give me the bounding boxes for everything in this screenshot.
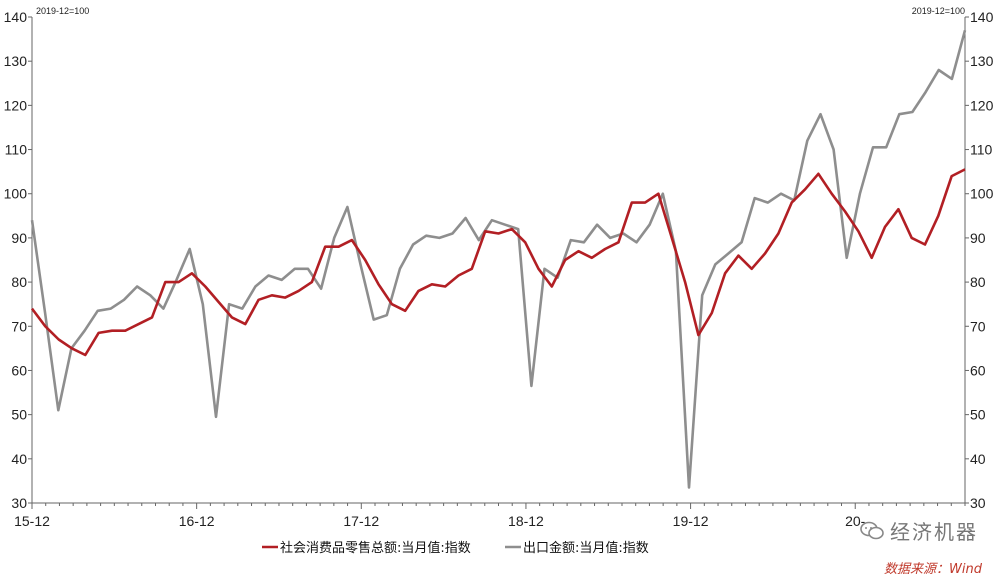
right-axis-note: 2019-12=100 (912, 6, 965, 16)
legend-label-export: 出口金额:当月值:指数 (523, 540, 649, 556)
y-tick-label-left: 90 (11, 230, 27, 246)
y-tick-label-left: 70 (11, 318, 27, 334)
y-tick-label-left: 120 (4, 97, 28, 113)
right-y-axis: 30 40 50 60 70 80 90 100 110 120 130 140 (965, 9, 994, 511)
y-tick-label-right: 30 (970, 495, 986, 511)
y-tick-label-right: 120 (970, 97, 994, 113)
x-tick-label: 17-12 (343, 513, 379, 529)
legend: 社会消费品零售总额:当月值:指数 出口金额:当月值:指数 (262, 540, 649, 556)
y-tick-label-right: 50 (970, 407, 986, 423)
axes (31, 17, 966, 504)
wechat-icon (860, 521, 884, 539)
y-tick-label-left: 110 (5, 142, 28, 158)
x-tick-label: 18-12 (508, 513, 544, 529)
legend-label-retail: 社会消费品零售总额:当月值:指数 (280, 540, 471, 556)
x-tick-label: 16-12 (179, 513, 215, 529)
source-note: 数据来源：Wind (884, 562, 982, 577)
y-tick-label-right: 90 (970, 230, 986, 246)
x-axis: 15-12 16-12 17-12 18-12 19-12 20- (14, 503, 966, 529)
export-line (30, 29, 967, 489)
left-y-axis: 30 40 50 60 70 80 90 100 110 120 130 140 (4, 9, 32, 511)
y-tick-label-left: 30 (11, 495, 27, 511)
x-tick-label: 19-12 (673, 513, 709, 529)
y-tick-label-left: 100 (4, 186, 28, 202)
y-tick-label-left: 80 (11, 274, 27, 290)
series-lines (30, 29, 967, 489)
watermark: 经济机器 (860, 516, 978, 545)
y-tick-label-right: 100 (970, 186, 994, 202)
y-tick-label-right: 110 (970, 142, 993, 158)
x-tick-label: 20- (845, 513, 866, 529)
y-tick-label-right: 70 (970, 318, 986, 334)
y-tick-label-left: 130 (4, 53, 28, 69)
y-tick-label-right: 80 (970, 274, 986, 290)
retail-sales-line (30, 168, 966, 357)
y-tick-label-right: 40 (970, 451, 986, 467)
watermark-text: 经济机器 (890, 520, 978, 544)
y-tick-label-left: 40 (11, 451, 27, 467)
y-tick-label-left: 50 (11, 407, 27, 423)
y-tick-label-left: 60 (11, 362, 27, 378)
left-axis-note: 2019-12=100 (36, 6, 89, 16)
y-tick-label-right: 130 (970, 53, 994, 69)
x-tick-label: 15-12 (14, 513, 50, 529)
y-tick-label-left: 140 (4, 9, 28, 25)
y-tick-label-right: 140 (970, 9, 994, 25)
y-tick-label-right: 60 (970, 362, 986, 378)
